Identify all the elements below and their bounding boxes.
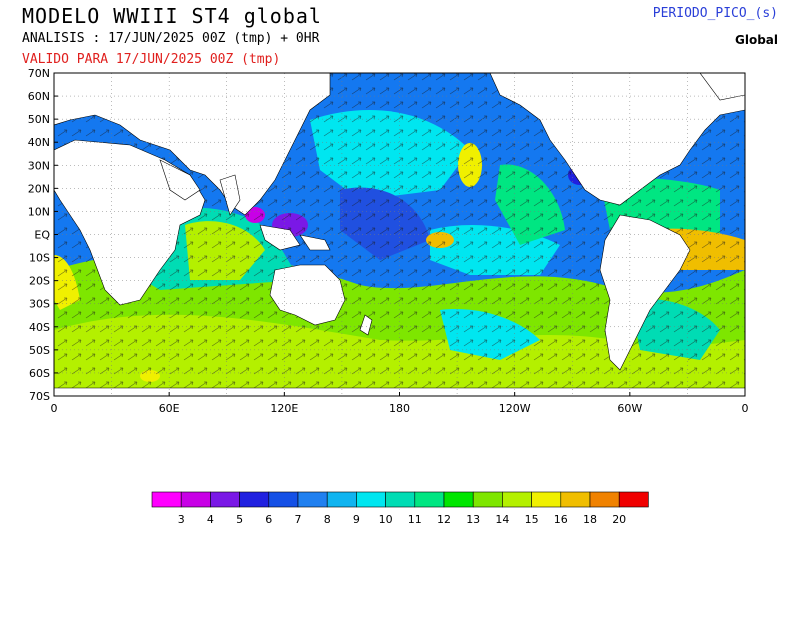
colorbar-label: 13 [466, 513, 480, 526]
longitude-label: 0 [51, 402, 58, 415]
colorbar-swatch [502, 491, 532, 508]
colorbar-label: 9 [353, 513, 360, 526]
colorbar-label: 8 [324, 513, 331, 526]
colorbar-label: 16 [554, 513, 568, 526]
variable-name: PERIODO_PICO_(s) [652, 6, 778, 21]
colorbar-swatch [210, 491, 240, 508]
colorbar-label: 11 [408, 513, 422, 526]
colorbar-swatch [560, 491, 591, 508]
region-name: Global [734, 33, 778, 47]
longitude-label: 120W [499, 402, 531, 415]
latitude-label: 40N [28, 136, 50, 149]
latitude-label: 60S [29, 367, 50, 380]
latitude-label: 10S [29, 252, 50, 265]
valid-time: VALIDO PARA 17/JUN/2025 00Z (tmp) [22, 52, 281, 67]
colorbar-swatch [268, 491, 299, 508]
latitude-label: 50N [28, 113, 50, 126]
colorbar-swatch [297, 491, 328, 508]
colorbar-swatch [589, 491, 620, 508]
latitude-label: 50S [29, 344, 50, 357]
colorbar-swatch [472, 491, 503, 508]
latitude-label: 30S [29, 298, 50, 311]
colorbar-label: 10 [379, 513, 393, 526]
longitude-label: 120E [270, 402, 298, 415]
colorbar-swatch [414, 491, 445, 508]
colorbar-label: 4 [207, 513, 214, 526]
longitude-label: 60W [617, 402, 642, 415]
colorbar-swatch [326, 491, 357, 508]
latitude-label: 20S [29, 275, 50, 288]
longitude-label: 180 [389, 402, 410, 415]
colorbar-label: 20 [612, 513, 626, 526]
colorbar-swatch [385, 491, 416, 508]
colorbar-swatch [239, 491, 270, 508]
latitude-label: 70S [29, 390, 50, 403]
colorbar-label: 5 [236, 513, 243, 526]
colorbar-swatch [618, 491, 649, 508]
colorbar-swatch [151, 491, 182, 508]
colorbar-swatch [443, 491, 474, 508]
latitude-label: 60N [28, 90, 50, 103]
latitude-label: 10N [28, 205, 50, 218]
colorbar-swatch [531, 491, 562, 508]
latitude-label: 30N [28, 159, 50, 172]
colorbar-label: 15 [525, 513, 539, 526]
colorbar-swatch [180, 491, 211, 508]
colorbar-label: 12 [437, 513, 451, 526]
latitude-label: 40S [29, 321, 50, 334]
colorbar-label: 6 [265, 513, 272, 526]
longitude-label: 60E [159, 402, 180, 415]
latitude-label: EQ [34, 229, 50, 242]
colorbar-swatch [356, 491, 386, 508]
latitude-label: 70N [28, 67, 50, 80]
map-title: MODELO WWIII ST4 global [22, 4, 322, 28]
latitude-label: 20N [28, 182, 50, 195]
colorbar-label: 7 [295, 513, 302, 526]
longitude-label: 0 [742, 402, 749, 415]
latitude-axis: 70N 60N 50N 40N 30N 20N 10N EQ 10S 20S 30S 40S 50S 60… [28, 67, 58, 403]
colorbar-label: 3 [178, 513, 185, 526]
analysis-time: ANALISIS : 17/JUN/2025 00Z (tmp) + 0HR [22, 31, 320, 46]
colorbar-label: 14 [495, 513, 509, 526]
longitude-axis: 0 60E 120E 180 120W 60W 0 [51, 392, 749, 415]
colorbar-legend: 3 4 5 6 7 8 9 10 11 12 13 14 15 16 18 20 [151, 491, 649, 526]
colorbar-label: 18 [583, 513, 597, 526]
